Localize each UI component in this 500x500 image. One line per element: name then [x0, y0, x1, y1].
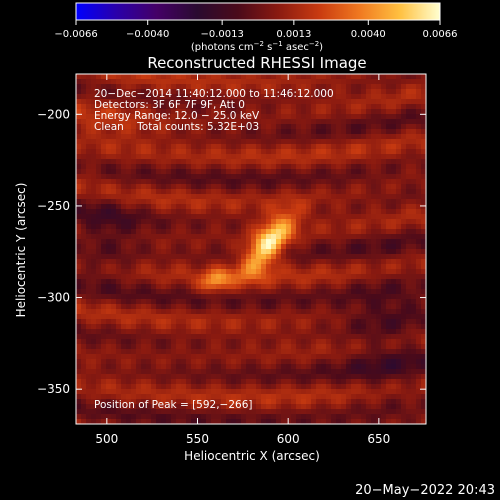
- x-tick-label: 650: [367, 432, 390, 446]
- plot-frame: [75, 73, 427, 425]
- y-axis-ticks: −200 −250 −300 −350: [37, 107, 426, 396]
- y-tick-label: −250: [37, 199, 70, 213]
- info-line-observation-time: 20−Dec−2014 11:40:12.000 to 11:46:12.000: [94, 88, 334, 100]
- info-line-clean-total-counts: Clean Total counts: 5.32E+03: [94, 121, 259, 133]
- x-axis-ticks: 500 550 600 650: [95, 74, 390, 446]
- colorbar-tick-label: −0.0066: [54, 29, 97, 40]
- timestamp: 20−May−2022 20:43: [355, 483, 495, 498]
- x-tick-label: 500: [95, 432, 118, 446]
- colorbar-tick-label: −0.0013: [200, 29, 243, 40]
- colorbar: [75, 2, 441, 21]
- colorbar-tick-label: 0.0040: [351, 29, 386, 40]
- heatmap-image: [76, 74, 426, 424]
- colorbar-tick-label: 0.0013: [276, 29, 311, 40]
- colorbar-ticks: −0.0066 −0.0040 −0.0013 0.0013 0.0040 0.0066: [54, 20, 458, 40]
- x-axis-label: Heliocentric X (arcsec): [184, 449, 320, 463]
- chart-title: Reconstructed RHESSI Image: [147, 54, 366, 72]
- x-tick-label: 600: [277, 432, 300, 446]
- y-axis-label: Heliocentric Y (arcsec): [14, 183, 28, 318]
- y-tick-label: −350: [37, 382, 70, 396]
- peak-position-label: Position of Peak = [592,−266]: [94, 399, 253, 411]
- info-line-detectors: Detectors: 3F 6F 7F 9F, Att 0: [94, 99, 245, 111]
- x-tick-label: 550: [186, 432, 209, 446]
- colorbar-tick-label: −0.0040: [126, 29, 169, 40]
- info-line-energy-range: Energy Range: 12.0 − 25.0 keV: [94, 110, 260, 122]
- y-tick-label: −300: [37, 291, 70, 305]
- colorbar-tick-label: 0.0066: [423, 29, 458, 40]
- y-tick-label: −200: [37, 107, 70, 121]
- colorbar-units-label: (photons cm−2 s−1 asec−2): [191, 40, 323, 53]
